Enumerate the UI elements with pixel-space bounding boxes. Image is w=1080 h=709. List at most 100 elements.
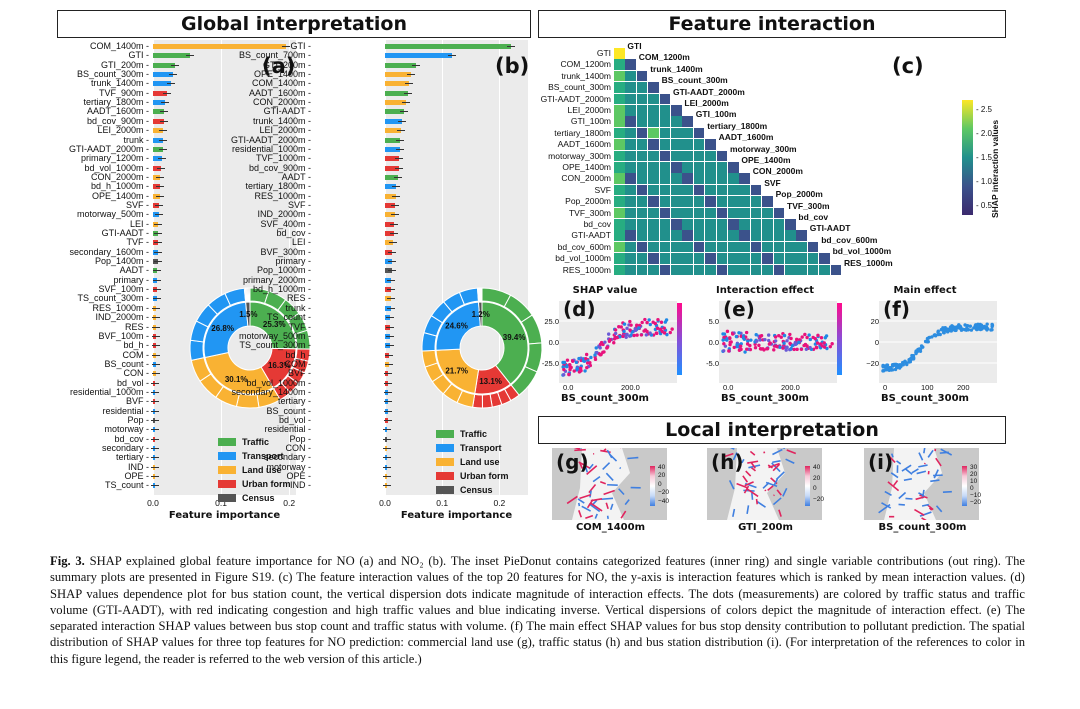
scatter-point bbox=[793, 341, 797, 345]
road-segment bbox=[896, 460, 902, 465]
scatter-point bbox=[960, 327, 965, 331]
road-segment bbox=[627, 456, 639, 460]
legend-swatch bbox=[218, 452, 236, 460]
importance-bar bbox=[385, 100, 406, 106]
feature-label: SVF - bbox=[287, 199, 311, 210]
x-tick: 200.0 bbox=[781, 383, 800, 392]
heatmap-cell bbox=[693, 127, 705, 139]
heatmap-cell bbox=[659, 264, 671, 276]
feature-label: TVF - bbox=[126, 237, 150, 248]
panel-a-feature-importance-no: 0.0 0.1 0.2 COM_1400m - GTI - GTI_200m - BS_co… bbox=[0, 38, 311, 538]
heatmap-cell bbox=[671, 219, 682, 230]
scatter-point bbox=[629, 323, 633, 327]
heatmap-cell bbox=[614, 116, 625, 127]
road-segment bbox=[903, 478, 912, 482]
scatter-point bbox=[732, 345, 736, 350]
error-bar bbox=[159, 130, 168, 132]
road-segment bbox=[915, 496, 925, 501]
panel-letter: (g) bbox=[556, 450, 589, 474]
heatmap-cell bbox=[739, 196, 750, 207]
road-segment bbox=[746, 505, 750, 514]
donut-percent-label: 1.2% bbox=[472, 310, 490, 319]
legend-swatch bbox=[218, 480, 236, 488]
road-segment bbox=[609, 503, 614, 511]
heatmap-cell bbox=[705, 219, 716, 230]
heatmap-cell bbox=[716, 241, 728, 253]
error-bar bbox=[158, 148, 167, 150]
road-segment bbox=[581, 505, 591, 512]
heatmap-cell bbox=[636, 82, 648, 93]
scatter-point bbox=[662, 331, 667, 335]
scatter-point bbox=[640, 320, 644, 325]
heatmap-cell bbox=[614, 48, 625, 59]
x-tick-label: 0.0 bbox=[147, 497, 159, 508]
heatmap-cell bbox=[625, 93, 636, 105]
feature-label: motorway - bbox=[104, 424, 149, 435]
heatmap-diag-label: trunk_1400m bbox=[650, 63, 703, 74]
heatmap-cell bbox=[671, 196, 682, 207]
x-tick-label: 0.1 bbox=[436, 497, 449, 508]
heatmap-y-label: SVF bbox=[594, 184, 611, 195]
error-bar bbox=[153, 298, 162, 300]
heatmap-diag-label: tertiary_1800m bbox=[707, 120, 768, 131]
heatmap-cell bbox=[705, 207, 716, 219]
heatmap-cell bbox=[648, 82, 659, 93]
feature-label: bd_cov_900m - bbox=[248, 162, 311, 173]
heatmap-cell bbox=[648, 150, 659, 162]
scatter-point bbox=[585, 365, 589, 370]
scatter-plot bbox=[559, 301, 677, 383]
error-bar bbox=[155, 186, 164, 188]
global-header-text: Global interpretation bbox=[180, 13, 408, 35]
error-bar bbox=[395, 158, 404, 160]
heatmap-cell bbox=[705, 150, 716, 162]
scatter-point bbox=[743, 350, 747, 354]
heatmap-cell bbox=[636, 139, 648, 150]
heatmap-cell bbox=[625, 59, 636, 70]
scatter-point bbox=[782, 341, 786, 345]
map-colorbar-tick: 0 bbox=[970, 485, 974, 492]
shap-map bbox=[878, 448, 953, 520]
road-segment bbox=[772, 460, 781, 464]
feature-label: motorway_500m - bbox=[76, 209, 149, 220]
map-colorbar-tick: 20 bbox=[970, 471, 978, 478]
feature-label: GTI-AADT - bbox=[101, 228, 149, 238]
feature-label: trunk - bbox=[123, 134, 149, 145]
scatter-point bbox=[567, 372, 571, 377]
x-axis-label: COM_1400m bbox=[575, 522, 646, 533]
feature-label: bd_h_1000m - bbox=[252, 284, 311, 295]
heatmap-diag-label: GTI bbox=[627, 41, 642, 51]
heatmap-cell bbox=[682, 219, 693, 230]
feature-label: BS_count - bbox=[104, 358, 149, 369]
importance-bar bbox=[385, 118, 403, 124]
heatmap-cell bbox=[750, 207, 762, 219]
road-segment bbox=[751, 492, 754, 500]
road-segment bbox=[579, 494, 592, 500]
heatmap-cell bbox=[716, 230, 728, 241]
y-tick: 25.0 bbox=[544, 317, 559, 326]
scatter-point bbox=[598, 346, 602, 350]
heatmap-y-label: bd_cov_600m bbox=[557, 241, 611, 252]
road-segment bbox=[921, 503, 930, 507]
heatmap-cell bbox=[716, 207, 728, 219]
heatmap-cell bbox=[625, 127, 636, 139]
scatter-point bbox=[645, 320, 649, 325]
feature-label: trunk - bbox=[285, 302, 311, 313]
heatmap-cell bbox=[750, 253, 762, 264]
scatter-point bbox=[635, 323, 639, 327]
road-segment bbox=[898, 491, 907, 500]
road-segment bbox=[742, 475, 749, 483]
heatmap-y-label: TVF_300m bbox=[568, 207, 611, 218]
feature-label: residential - bbox=[102, 405, 149, 416]
heatmap-cell bbox=[625, 253, 636, 264]
error-bar bbox=[167, 83, 176, 85]
feature-label: TVF_900m - bbox=[98, 87, 149, 98]
scatter-point bbox=[648, 322, 653, 327]
donut-inner-slice bbox=[245, 301, 251, 327]
heatmap-cell bbox=[648, 173, 659, 184]
road-segment bbox=[935, 505, 943, 513]
error-bar bbox=[390, 223, 399, 225]
error-bar bbox=[155, 204, 164, 206]
road-segment bbox=[785, 458, 795, 464]
error-bar bbox=[152, 307, 161, 309]
heatmap-diag-label: COM_1200m bbox=[638, 52, 690, 63]
